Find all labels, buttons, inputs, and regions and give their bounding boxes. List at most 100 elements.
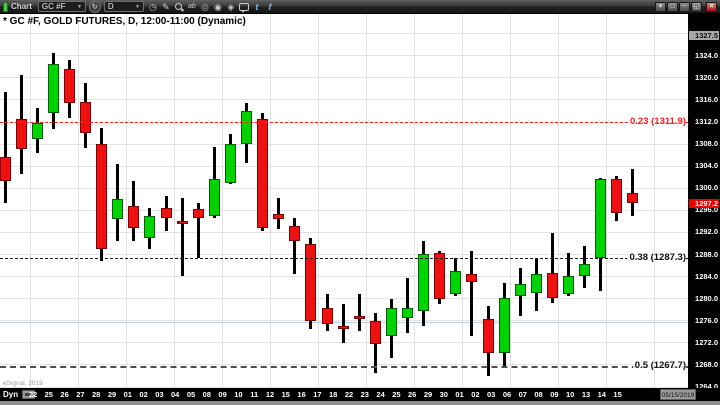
price-tick-label: 1316.0 <box>695 94 718 104</box>
date-tick-label: 10 <box>234 390 243 399</box>
price-tick-label: 1292.0 <box>695 227 718 237</box>
candle-body <box>402 308 413 318</box>
text-tool-icon[interactable]: ab <box>187 2 196 10</box>
candle-body <box>482 319 494 354</box>
gridline-horizontal <box>0 254 688 255</box>
price-axis[interactable]: 1327.5 1297.2 1328.01324.01320.01316.013… <box>688 14 720 391</box>
eraser-icon[interactable]: ◈ <box>227 1 235 12</box>
level-label-fib-50[interactable]: 0.5 (1267.7) <box>632 360 686 372</box>
window-button-4[interactable]: ◱ <box>691 1 702 12</box>
time-axis[interactable]: Dyn 05/15/2019 22 25 26 27 28 29 01 02 03 04 05 08 0… <box>0 388 720 401</box>
candle-body <box>385 308 397 337</box>
gridline-vertical <box>318 14 319 388</box>
date-tick-label: 06 <box>502 390 512 399</box>
chart-title: * GC #F, GOLD FUTURES, D, 12:00-11:00 (D… <box>3 16 246 27</box>
date-tick-label: 26 <box>408 390 417 399</box>
gridline-horizontal <box>0 99 688 101</box>
gridline-horizontal <box>0 187 688 189</box>
gridline-horizontal <box>0 121 688 123</box>
date-tick-label: 22 <box>28 390 38 399</box>
pencil-icon[interactable]: ✎ <box>162 1 170 12</box>
date-tick-label: 13 <box>581 390 591 399</box>
interval-combo-value: D <box>107 2 114 11</box>
candle-wick <box>277 197 281 230</box>
price-tick-label: 1268.0 <box>695 359 718 369</box>
close-button[interactable]: × <box>706 1 717 12</box>
snapshot-icon[interactable]: ◉ <box>213 1 222 12</box>
date-tick-label: 16 <box>297 390 306 399</box>
candle-body <box>337 326 349 330</box>
candle-body <box>579 263 591 276</box>
candle-body <box>418 254 430 312</box>
dyn-session-button[interactable]: Dyn <box>3 390 19 399</box>
window-button-row: ▾ □ − ◱ <box>654 1 702 12</box>
level-line-fib-38[interactable] <box>0 257 688 259</box>
candle-body <box>466 273 478 283</box>
date-tick-label: 17 <box>313 390 322 399</box>
facebook-icon[interactable]: f <box>268 1 272 12</box>
candle-body <box>257 118 269 228</box>
date-tick-label: 28 <box>92 390 101 399</box>
candle-body <box>31 122 43 139</box>
clock-icon[interactable]: ◷ <box>148 1 157 12</box>
candle-body <box>241 110 252 144</box>
date-tick-label: 25 <box>392 390 401 399</box>
date-tick-label: 08 <box>534 390 543 399</box>
price-tick-label: 1300.0 <box>695 183 718 193</box>
level-label-fib-23[interactable]: 0.23 (1311.9) <box>628 116 686 129</box>
date-tick-label: 08 <box>202 390 211 399</box>
candle-body <box>112 198 124 219</box>
date-tick-label: 30 <box>439 390 448 399</box>
twitter-icon[interactable]: t <box>255 1 259 12</box>
drawing-tool-row: ◷ ✎ ab ◎ ◉ ◈ t f <box>147 1 276 13</box>
time-axis-mode-icon[interactable] <box>22 390 35 399</box>
window-button-1[interactable]: ▾ <box>655 1 666 12</box>
date-tick-label: 15 <box>613 390 622 399</box>
session-high-badge: 1327.5 <box>689 31 719 41</box>
window-button-2[interactable]: □ <box>667 1 678 12</box>
window-bottom-edge <box>0 401 720 405</box>
crosshair-icon[interactable]: ◎ <box>200 1 209 12</box>
candle-body <box>321 308 333 325</box>
date-tick-label: 01 <box>455 390 464 399</box>
magnifier-icon[interactable] <box>173 1 185 13</box>
candle-body <box>611 178 623 213</box>
level-line-fib-50[interactable] <box>0 366 688 368</box>
gridline-vertical <box>414 14 415 388</box>
candle-wick <box>470 251 474 337</box>
chevron-down-icon: ▼ <box>76 3 82 10</box>
candle-body <box>369 321 381 345</box>
date-tick-label: 15 <box>281 390 290 399</box>
candle-body <box>224 143 236 183</box>
gridline-horizontal <box>0 386 688 388</box>
date-tick-label: 25 <box>44 390 53 399</box>
level-line-fib-23[interactable] <box>0 122 688 124</box>
candle-wick <box>293 218 297 274</box>
gridline-vertical <box>126 14 127 388</box>
price-tick-label: 1320.0 <box>695 72 718 82</box>
date-tick-label: 09 <box>218 390 227 399</box>
date-tick-label: 22 <box>344 390 354 399</box>
interval-combo[interactable]: D ▼ <box>103 1 144 12</box>
chart-plot-area[interactable]: * GC #F, GOLD FUTURES, D, 12:00-11:00 (D… <box>0 14 688 388</box>
gridline-horizontal <box>0 231 688 233</box>
candle-body <box>176 220 188 225</box>
candle-body <box>0 157 11 181</box>
chat-icon[interactable] <box>238 1 250 13</box>
candle-body <box>563 276 574 295</box>
gridline-horizontal <box>0 55 688 57</box>
candle-body <box>160 207 172 219</box>
window-button-3[interactable]: − <box>679 1 690 12</box>
candle-body <box>208 178 220 216</box>
gridline-vertical <box>606 14 607 388</box>
refresh-icon[interactable]: ↻ <box>88 0 101 13</box>
candle-body <box>450 271 462 295</box>
gridline-horizontal <box>0 33 688 35</box>
price-tick-label: 1288.0 <box>695 249 718 259</box>
candle-body <box>144 215 156 238</box>
symbol-combo[interactable]: GC #F ▼ <box>37 1 86 12</box>
candle-body <box>80 102 91 133</box>
candle-body <box>96 143 108 249</box>
gridline-vertical <box>30 14 31 388</box>
level-label-fib-38[interactable]: 0.38 (1287.3) <box>627 251 686 264</box>
